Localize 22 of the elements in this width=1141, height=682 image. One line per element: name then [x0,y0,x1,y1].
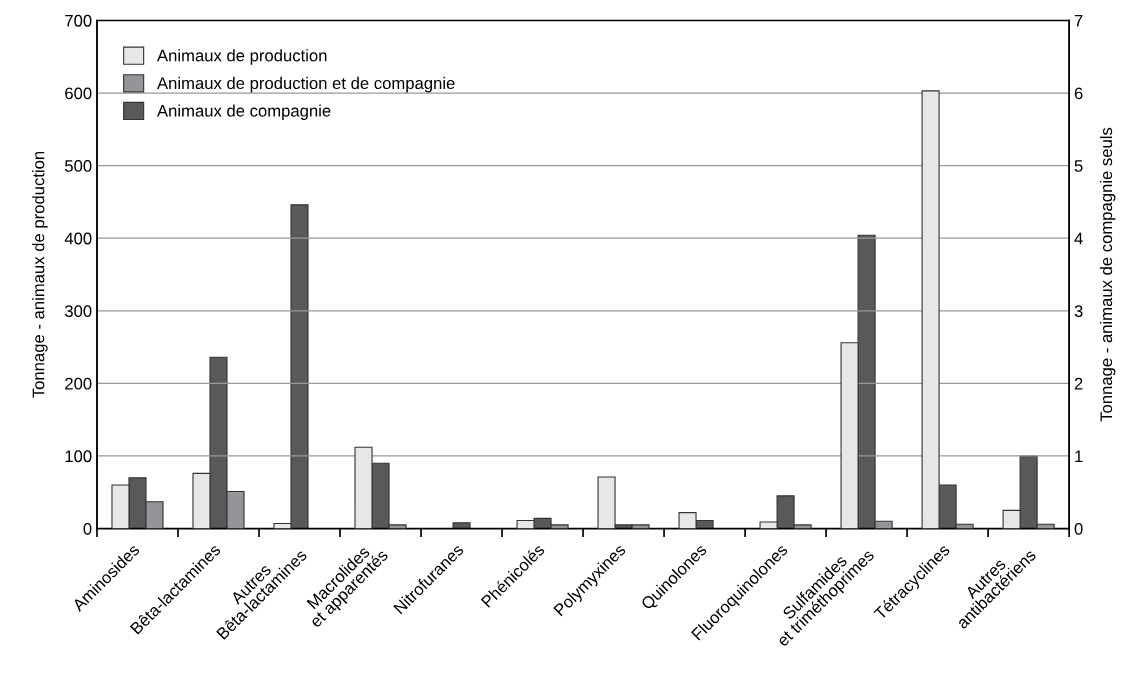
y-tick-label: 400 [64,232,92,245]
y2-tick-label: 4 [1074,232,1083,245]
y2-tick-label: 6 [1074,87,1083,100]
y-tick-label: 100 [65,450,92,463]
y2-tick-label: 1 [1075,450,1083,462]
y-tick-label: 600 [65,87,92,100]
y2-tick-label: 3 [1074,305,1083,317]
legend-label: Animaux de production et de compagnie [157,76,455,93]
y2-tick-label: 7 [1074,15,1083,27]
y-axis-title: Tonnage - animaux de production [32,151,48,398]
y-tick-label: 700 [65,14,92,27]
legend-label: Animaux de production [157,49,327,65]
y-tick-label: 500 [64,160,92,172]
legend-label: Animaux de compagnie [157,104,331,120]
y2-tick-label: 0 [1074,522,1083,535]
y2-tick-label: 5 [1074,160,1083,172]
y-tick-label: 0 [83,522,92,535]
y2-axis-title: Tonnage - animaux de compagnie seuls [1099,127,1116,422]
y-tick-label: 200 [65,377,92,390]
bar [452,522,471,529]
y2-tick-label: 2 [1074,377,1083,390]
y-tick-label: 300 [64,305,92,317]
